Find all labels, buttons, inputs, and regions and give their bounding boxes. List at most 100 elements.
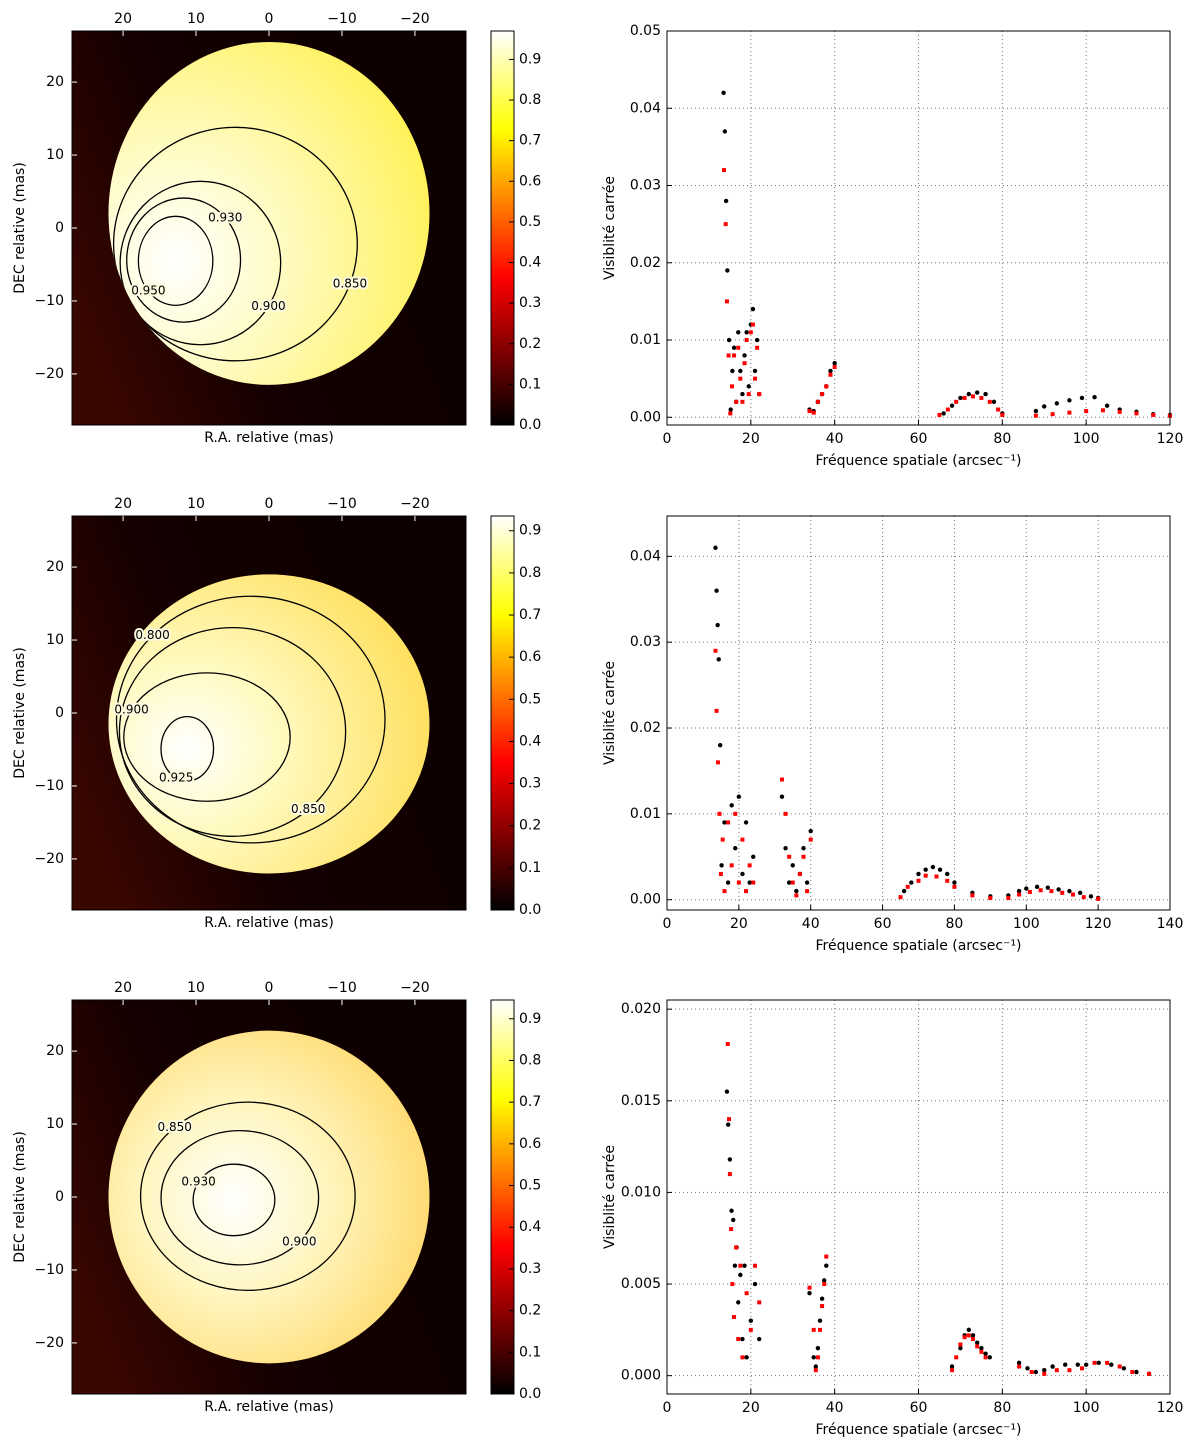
data-point bbox=[736, 330, 741, 335]
data-point bbox=[1034, 884, 1040, 890]
data-point bbox=[717, 811, 722, 816]
colorbar-tick-label: 0.5 bbox=[519, 214, 541, 230]
y-tick-label: 0.00 bbox=[630, 409, 661, 425]
x-tick-label: 20 bbox=[114, 980, 132, 996]
contour-label: 0.800 bbox=[135, 628, 169, 642]
data-point bbox=[945, 871, 950, 877]
colorbar-tick-label: 0.4 bbox=[519, 255, 541, 271]
data-point bbox=[790, 863, 795, 868]
data-point bbox=[954, 1355, 959, 1360]
colorbar-tick-label: 0.6 bbox=[519, 1136, 541, 1152]
y-tick-label: 0.015 bbox=[621, 1093, 661, 1109]
data-point bbox=[1117, 1364, 1122, 1369]
image-panel: 0.850 0.900 0.930 20 10 0 −10 −20 −20 −10 0 10 20 R.A… bbox=[12, 980, 541, 1415]
x-tick-label: 20 bbox=[742, 431, 760, 447]
y-tick-label: −10 bbox=[34, 1262, 64, 1278]
colorbar-tick-label: 0.3 bbox=[519, 295, 541, 311]
data-point bbox=[736, 1300, 741, 1305]
x-tick-label: 120 bbox=[1157, 431, 1184, 447]
y-tick-label: 0.000 bbox=[621, 1368, 661, 1384]
contour-label: 0.850 bbox=[158, 1120, 192, 1134]
x-axis-label: R.A. relative (mas) bbox=[204, 915, 334, 931]
data-point bbox=[950, 1368, 955, 1373]
y-tick-label: 0.02 bbox=[630, 720, 661, 736]
data-point bbox=[1050, 412, 1055, 417]
colorbar-tick-label: 0.0 bbox=[519, 902, 541, 918]
data-point bbox=[1042, 1371, 1047, 1376]
colorbar-tick-label: 0.8 bbox=[519, 565, 541, 581]
data-point bbox=[752, 368, 758, 374]
y-tick-label: 0.010 bbox=[621, 1184, 661, 1200]
data-point bbox=[949, 1364, 955, 1369]
data-point bbox=[1029, 1370, 1034, 1375]
y-axis-label: DEC relative (mas) bbox=[12, 647, 28, 779]
contour-line bbox=[119, 180, 282, 346]
y-tick-label: 20 bbox=[46, 1043, 64, 1059]
x-tick-label: 40 bbox=[826, 431, 844, 447]
data-point bbox=[934, 874, 939, 879]
data-point bbox=[966, 1333, 971, 1338]
data-point bbox=[832, 360, 837, 366]
data-point bbox=[949, 403, 955, 408]
data-point bbox=[744, 330, 749, 335]
data-point bbox=[736, 794, 742, 799]
data-point bbox=[729, 863, 734, 868]
plot-frame bbox=[666, 30, 1171, 426]
data-point bbox=[740, 1355, 745, 1360]
data-point bbox=[1077, 890, 1083, 896]
y-tick-label: 0 bbox=[55, 705, 64, 721]
x-tick-label: −20 bbox=[400, 496, 430, 512]
colorbar-tick-label: 0.9 bbox=[519, 1011, 541, 1027]
data-point bbox=[1042, 404, 1047, 409]
colorbar-tick-label: 0.1 bbox=[519, 860, 541, 876]
contour-label: 0.850 bbox=[291, 802, 325, 816]
data-point bbox=[757, 1300, 762, 1305]
data-point bbox=[1092, 394, 1097, 400]
stellar-disk bbox=[108, 41, 430, 385]
x-tick-label: 0 bbox=[663, 916, 672, 932]
data-point bbox=[808, 837, 813, 842]
data-point bbox=[820, 392, 825, 397]
data-point bbox=[1027, 889, 1032, 894]
data-point bbox=[719, 863, 724, 868]
data-point bbox=[819, 1296, 825, 1301]
data-point bbox=[1151, 412, 1156, 417]
data-point bbox=[1134, 411, 1139, 416]
colorbar-tick-label: 0.0 bbox=[519, 417, 541, 433]
data-point bbox=[941, 411, 946, 416]
x-axis-label: Fréquence spatiale (arcsec⁻¹) bbox=[815, 453, 1021, 469]
plot-frame bbox=[666, 999, 1171, 1395]
data-point bbox=[898, 895, 903, 900]
x-tick-label: 80 bbox=[946, 916, 964, 932]
x-tick-label: 10 bbox=[187, 980, 205, 996]
data-point bbox=[733, 811, 738, 816]
y-tick-label: 0.04 bbox=[630, 548, 661, 564]
data-point bbox=[930, 864, 936, 870]
data-point bbox=[779, 794, 785, 799]
x-tick-label: 0 bbox=[265, 11, 274, 27]
y-tick-label: 0 bbox=[55, 1189, 64, 1205]
data-point bbox=[783, 811, 788, 816]
contour-line bbox=[137, 215, 214, 306]
data-point bbox=[740, 391, 745, 397]
data-point bbox=[970, 1333, 976, 1338]
x-tick-label: −10 bbox=[327, 11, 357, 27]
data-point bbox=[974, 390, 980, 395]
data-point bbox=[970, 1337, 975, 1342]
x-tick-label: 100 bbox=[1013, 916, 1040, 932]
x-tick-label: −10 bbox=[327, 496, 357, 512]
data-point bbox=[730, 1282, 735, 1287]
data-point bbox=[751, 880, 756, 885]
colorbar-tick-label: 0.9 bbox=[519, 51, 541, 67]
y-axis-label: Visiblité carrée bbox=[602, 176, 618, 280]
data-point bbox=[817, 1327, 822, 1332]
data-point bbox=[1079, 395, 1085, 401]
data-point bbox=[1105, 1360, 1110, 1365]
data-point bbox=[717, 742, 723, 748]
data-point bbox=[779, 777, 784, 782]
data-point bbox=[815, 1355, 820, 1360]
data-point bbox=[734, 399, 739, 404]
data-point bbox=[1016, 1360, 1022, 1366]
data-point bbox=[958, 395, 963, 401]
data-point bbox=[988, 895, 993, 900]
